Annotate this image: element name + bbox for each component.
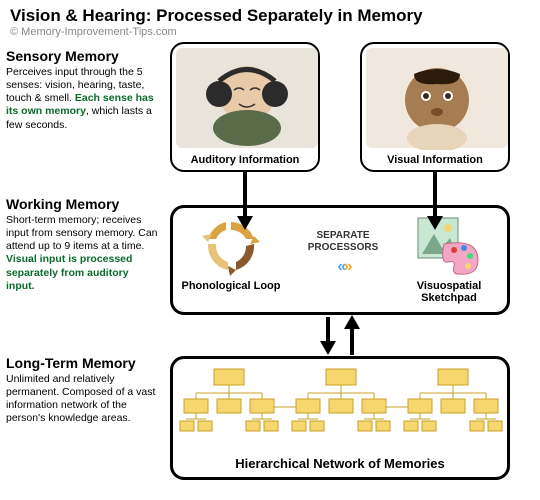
chevrons-icon: « »	[291, 258, 395, 276]
visuo-label: Visuospatial Sketchpad	[399, 280, 499, 304]
sensory-body: Perceives input through the 5 senses: vi…	[6, 66, 158, 132]
phono-label: Phonological Loop	[181, 280, 281, 292]
working-box: Phonological Loop SEPARATE PROCESSORS « …	[170, 205, 510, 315]
section-working: Working Memory Short-term memory; receiv…	[6, 196, 158, 293]
network-icon	[176, 363, 510, 459]
working-title: Working Memory	[6, 196, 158, 212]
longterm-box: Hierarchical Network of Memories	[170, 356, 510, 480]
separate-line1: SEPARATE	[291, 230, 395, 242]
copyright: © Memory-Improvement-Tips.com	[0, 26, 540, 42]
visual-box: Visual Information	[360, 42, 510, 172]
working-body: Short-term memory; receives input from s…	[6, 214, 158, 293]
arrows-bidirectional-icon	[312, 315, 368, 357]
sensory-title: Sensory Memory	[6, 48, 158, 64]
hier-label: Hierarchical Network of Memories	[173, 456, 507, 471]
section-sensory: Sensory Memory Perceives input through t…	[6, 48, 158, 132]
auditory-box: Auditory Information	[170, 42, 320, 172]
longterm-body: Unlimited and relatively permanent. Comp…	[6, 373, 158, 426]
separate-area: SEPARATE PROCESSORS « »	[291, 230, 395, 276]
separate-line2: PROCESSORS	[291, 242, 395, 254]
longterm-title: Long-Term Memory	[6, 355, 158, 371]
arrow-visual-down-icon	[420, 172, 450, 232]
page-title: Vision & Hearing: Processed Separately i…	[0, 0, 540, 26]
auditory-label: Auditory Information	[172, 154, 318, 166]
section-longterm: Long-Term Memory Unlimited and relativel…	[6, 355, 158, 426]
auditory-image-icon	[174, 46, 320, 150]
visual-label: Visual Information	[362, 154, 508, 166]
visual-image-icon	[364, 46, 510, 150]
arrow-auditory-down-icon	[230, 172, 260, 232]
